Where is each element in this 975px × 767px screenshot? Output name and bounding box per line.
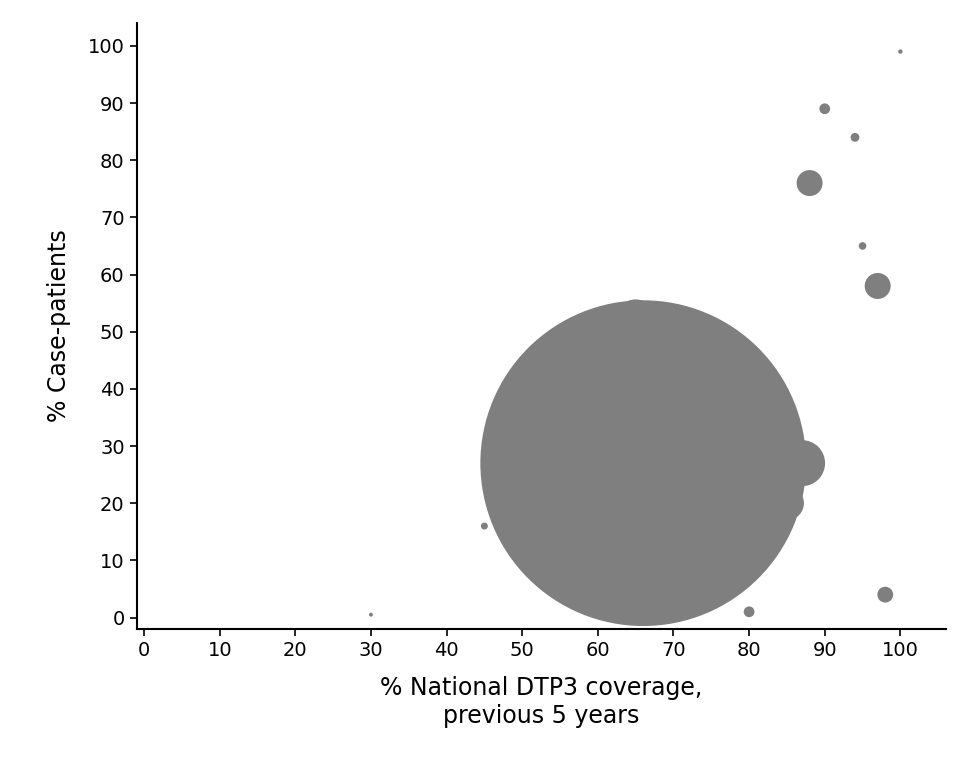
Point [628,314,644,327]
Point [612,577,628,589]
Point [643,440,658,453]
Point [477,520,492,532]
Point [892,45,908,58]
Point [847,131,863,143]
Point [870,280,885,292]
Point [779,497,795,509]
Point [704,486,720,498]
Point [741,543,757,555]
Point [363,608,378,621]
Point [666,571,682,584]
Point [636,457,651,469]
Point [878,588,893,601]
Point [643,463,658,475]
Point [795,457,810,469]
Point [741,606,757,618]
Point [801,177,817,189]
Point [757,532,772,544]
Point [734,502,750,515]
Point [855,240,871,252]
Y-axis label: % Case-patients: % Case-patients [47,229,71,423]
Point [817,103,833,115]
X-axis label: % National DTP3 coverage,
previous 5 years: % National DTP3 coverage, previous 5 yea… [380,676,702,728]
Point [681,497,696,509]
